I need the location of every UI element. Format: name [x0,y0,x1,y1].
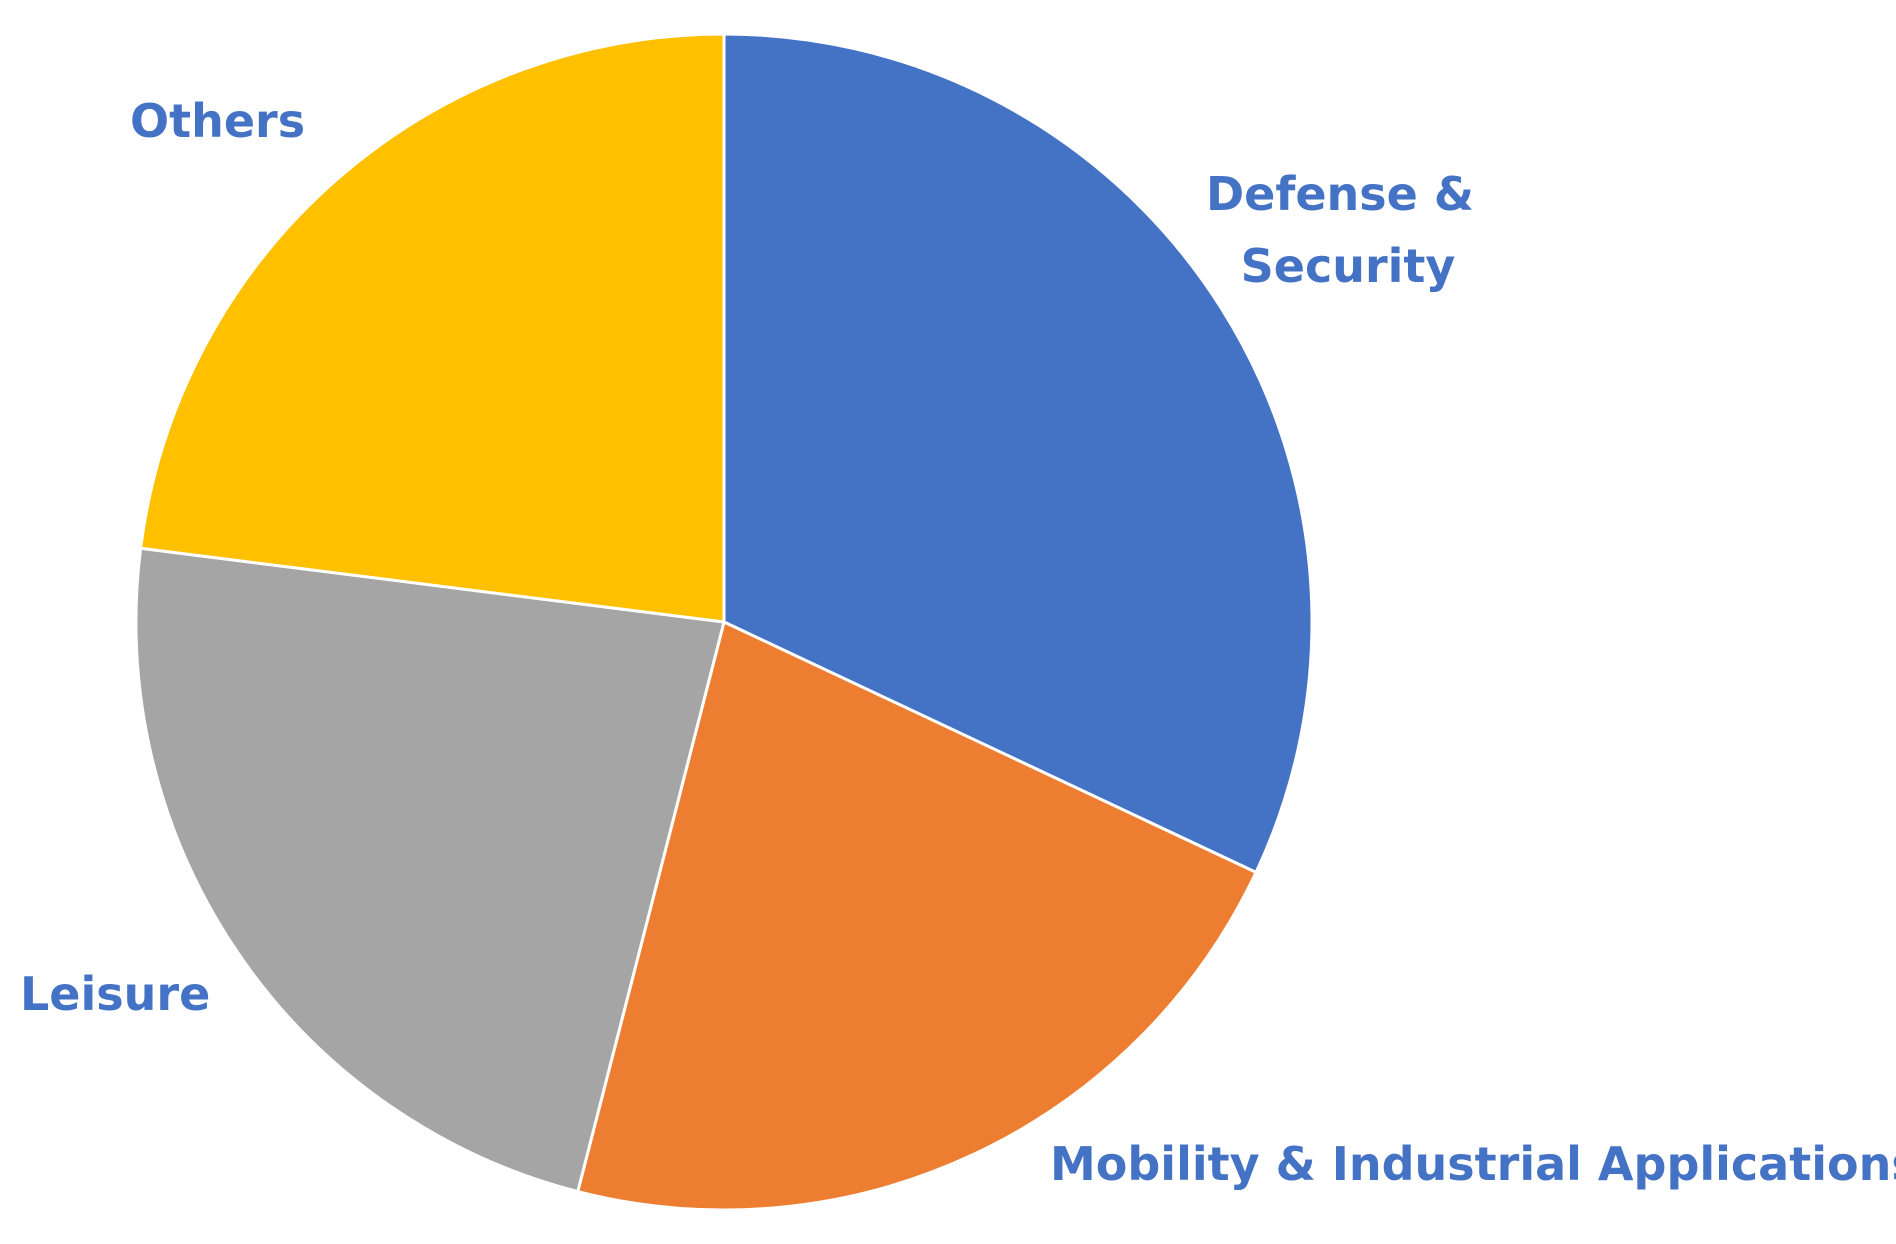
label-leisure: Leisure [20,967,210,1021]
pie-slices [134,32,1314,1212]
slice-others [139,32,726,624]
label-defense-security-line-2: Security [1241,239,1456,293]
label-defense-security-line-1: Defense & [1206,167,1474,221]
label-others: Others [130,94,305,148]
label-mobility-industrial: Mobility & Industrial Applications [1050,1137,1896,1191]
slice-defense-security [722,32,1314,874]
label-defense-security: Defense & Security [1206,167,1490,293]
slice-leisure [134,546,726,1194]
slice-mobility-industrial [576,620,1258,1212]
